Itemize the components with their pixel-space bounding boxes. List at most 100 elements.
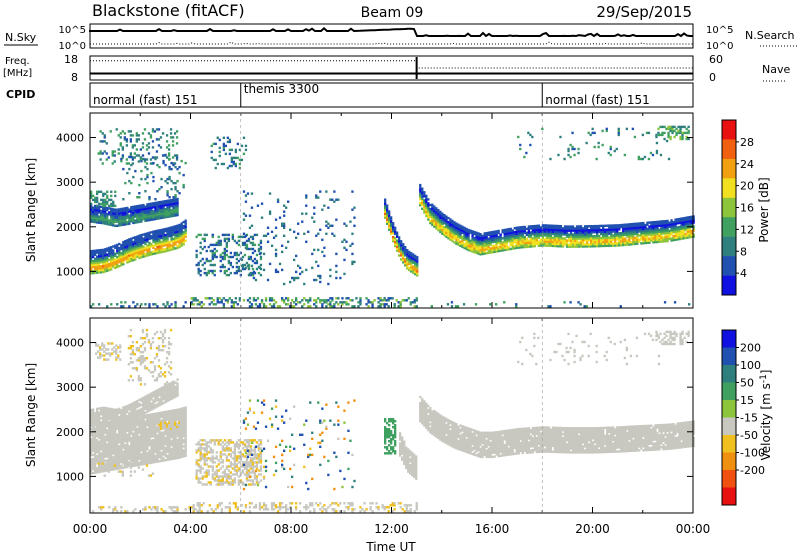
heatmap-cell	[493, 246, 496, 250]
heatmap-cell	[479, 233, 482, 236]
heatmap-cell	[658, 238, 661, 242]
heatmap-cell	[130, 440, 133, 444]
heatmap-cell	[598, 228, 601, 232]
heatmap-cell	[596, 240, 599, 244]
heatmap-cell	[604, 224, 607, 228]
heatmap-cell	[126, 245, 129, 248]
heatmap-cell	[398, 242, 401, 245]
heatmap-cell	[160, 246, 163, 250]
heatmap-cell	[140, 250, 143, 253]
heatmap-cell	[224, 144, 228, 148]
heatmap-cell	[112, 265, 115, 268]
heatmap-cell	[114, 418, 117, 422]
heatmap-cell	[144, 177, 147, 181]
heatmap-cell	[90, 208, 93, 211]
heatmap-cell	[92, 457, 95, 461]
heatmap-cell	[469, 249, 472, 252]
heatmap-cell	[573, 227, 577, 230]
heatmap-cell	[108, 446, 111, 450]
heatmap-cell	[301, 220, 304, 223]
heatmap-cell	[670, 225, 673, 228]
heatmap-cell	[379, 299, 382, 302]
heatmap-cell	[128, 242, 131, 245]
heatmap-cell	[180, 435, 183, 439]
heatmap-cell	[146, 438, 149, 441]
heatmap-cell	[317, 248, 320, 252]
heatmap-cell	[475, 247, 478, 251]
heatmap-cell	[102, 250, 105, 254]
heatmap-cell	[521, 230, 524, 233]
heatmap-cell	[130, 245, 133, 248]
heatmap-cell	[104, 204, 107, 208]
heatmap-cell	[602, 242, 605, 246]
heatmap-cell	[410, 256, 413, 259]
heatmap-cell	[152, 232, 155, 235]
heatmap-cell	[559, 135, 562, 139]
heatmap-cell	[618, 242, 621, 245]
heatmap-cell	[92, 441, 95, 445]
heatmap-cell	[435, 225, 438, 228]
heatmap-cell	[116, 422, 119, 425]
heatmap-cell	[457, 235, 460, 238]
heatmap-cell	[425, 194, 428, 198]
heatmap-cell	[90, 202, 93, 206]
heatmap-cell	[515, 246, 518, 250]
heatmap-cell	[124, 250, 127, 253]
heatmap-cell	[319, 301, 322, 304]
heatmap-cell	[437, 221, 440, 224]
heatmap-cell	[162, 204, 165, 207]
heatmap-cell	[176, 199, 179, 203]
heatmap-cell	[124, 254, 127, 257]
heatmap-cell	[120, 438, 123, 442]
heatmap-cell	[176, 232, 179, 236]
heatmap-cell	[146, 250, 149, 253]
heatmap-cell	[100, 248, 103, 252]
heatmap-cell	[148, 237, 151, 241]
heatmap-cell	[110, 303, 113, 306]
heatmap-cell	[184, 434, 187, 437]
heatmap-cell	[156, 247, 159, 251]
heatmap-cell	[110, 454, 113, 457]
heatmap-cell	[443, 220, 446, 223]
heatmap-cell	[678, 227, 681, 231]
heatmap-cell	[614, 234, 617, 237]
heatmap-cell	[616, 244, 619, 247]
heatmap-cell	[124, 407, 127, 411]
heatmap-cell	[128, 216, 131, 219]
heatmap-cell	[134, 456, 137, 459]
heatmap-cell	[174, 227, 177, 230]
heatmap-cell	[431, 213, 434, 217]
heatmap-cell	[656, 222, 659, 226]
heatmap-cell	[584, 243, 587, 246]
heatmap-cell	[134, 236, 137, 239]
heatmap-cell	[551, 240, 555, 244]
heatmap-cell	[92, 437, 95, 441]
heatmap-cell	[539, 238, 543, 241]
heatmap-cell	[433, 225, 436, 228]
heatmap-cell	[178, 165, 181, 169]
heatmap-cell	[228, 148, 232, 152]
heatmap-cell	[618, 228, 621, 231]
heatmap-cell	[499, 235, 502, 238]
heatmap-cell	[547, 240, 551, 243]
heatmap-cell	[184, 418, 187, 421]
heatmap-cell	[588, 233, 591, 236]
heatmap-cell	[666, 223, 669, 227]
heatmap-cell	[640, 224, 643, 227]
heatmap-cell	[166, 436, 169, 439]
heatmap-cell	[563, 243, 567, 246]
heatmap-cell	[168, 213, 171, 216]
heatmap-cell	[128, 248, 131, 251]
heatmap-cell	[242, 299, 246, 302]
heatmap-cell	[182, 407, 185, 410]
heatmap-cell	[136, 431, 139, 435]
heatmap-cell	[608, 226, 611, 229]
heatmap-cell	[489, 239, 492, 242]
heatmap-cell	[134, 238, 137, 241]
heatmap-cell	[233, 253, 237, 257]
heatmap-cell	[174, 443, 177, 446]
heatmap-cell	[491, 232, 494, 236]
heatmap-cell	[655, 151, 659, 155]
heatmap-cell	[425, 200, 428, 204]
heatmap-cell	[299, 301, 302, 304]
